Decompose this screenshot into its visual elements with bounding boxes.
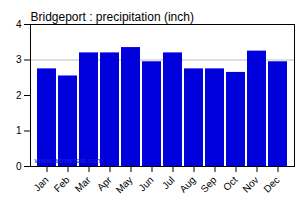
svg-text:May: May: [114, 174, 135, 195]
svg-text:www.allmetsat.com: www.allmetsat.com: [34, 156, 104, 165]
svg-text:Apr: Apr: [95, 174, 114, 193]
svg-text:Bridgeport : precipitation (in: Bridgeport : precipitation (inch): [31, 10, 194, 24]
svg-text:Aug: Aug: [177, 174, 197, 194]
svg-text:Feb: Feb: [52, 174, 72, 194]
svg-text:Oct: Oct: [221, 174, 240, 193]
svg-text:Dec: Dec: [261, 174, 281, 194]
svg-text:1: 1: [16, 125, 22, 136]
svg-text:Mar: Mar: [73, 174, 93, 194]
svg-text:Sep: Sep: [198, 174, 219, 195]
svg-text:Jul: Jul: [160, 174, 177, 191]
svg-text:0: 0: [16, 161, 22, 172]
svg-text:2: 2: [16, 90, 22, 101]
svg-text:Jun: Jun: [136, 174, 155, 193]
svg-text:Nov: Nov: [240, 174, 260, 194]
svg-text:3: 3: [16, 54, 22, 65]
svg-text:4: 4: [16, 19, 22, 30]
svg-text:Jan: Jan: [31, 174, 50, 193]
